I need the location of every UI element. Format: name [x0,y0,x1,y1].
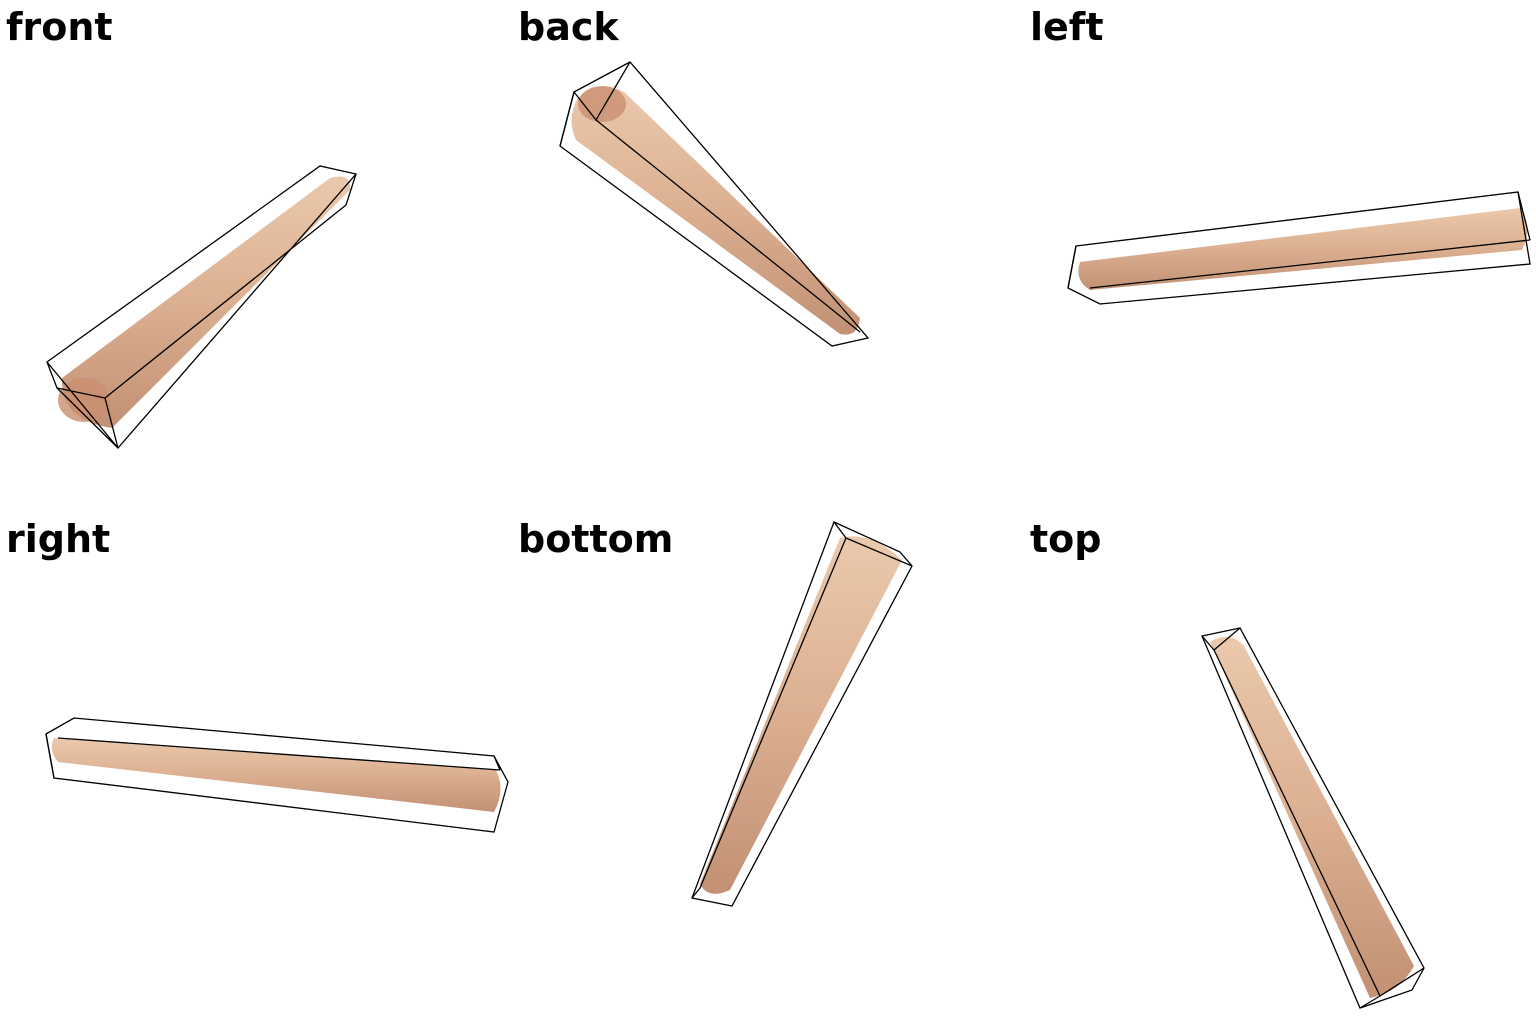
rod-end-front [58,378,110,422]
view-top [1201,627,1425,1009]
view-label-bottom: bottom [518,517,674,561]
view-left [1067,191,1531,305]
bounding-box-back [559,61,870,347]
rod-front [61,176,351,428]
view-label-top: top [1030,517,1102,561]
view-back [559,61,870,347]
rod-end-back [578,86,626,122]
rod-left [1078,208,1528,290]
bounding-box-right [45,717,509,833]
view-right [45,717,509,833]
view-label-right: right [6,517,111,561]
rod-right [51,738,501,812]
rod-bottom [700,536,902,894]
bounding-box-bottom [691,521,913,907]
view-label-back: back [518,5,619,49]
rod-top [1210,636,1414,998]
bounding-box-front [46,165,358,450]
view-bottom [691,521,913,907]
view-label-left: left [1030,5,1104,49]
bounding-box-top [1201,627,1425,1009]
rod-back [571,86,860,335]
view-label-front: front [6,5,113,49]
bounding-box-left [1067,191,1531,305]
view-front [46,165,358,450]
